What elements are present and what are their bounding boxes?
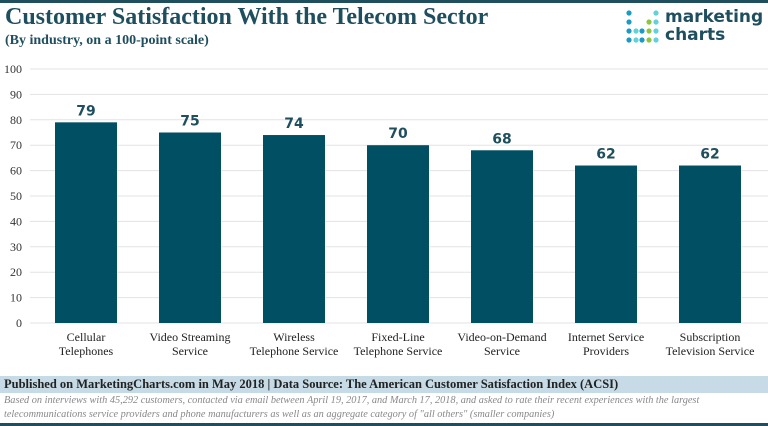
x-tick-label: Wireless xyxy=(273,330,315,344)
data-label: 74 xyxy=(284,116,304,132)
bar-chart: 010203040506070809010079CellularTelephon… xyxy=(4,62,768,358)
data-label: 62 xyxy=(596,147,615,163)
x-tick-label: Fixed-Line xyxy=(371,330,424,344)
data-label: 75 xyxy=(180,114,199,130)
y-tick-label: 70 xyxy=(10,138,22,152)
bar xyxy=(471,150,533,323)
x-tick-label: Video Streaming xyxy=(150,330,231,344)
bar xyxy=(575,165,637,323)
x-tick-label: Service xyxy=(484,344,520,358)
x-tick-label: Cellular xyxy=(67,330,106,344)
x-tick-label: Video-on-Demand xyxy=(457,330,546,344)
logo-text-2: charts xyxy=(665,25,726,45)
data-label: 68 xyxy=(492,131,511,147)
x-tick-label: Providers xyxy=(583,344,629,358)
y-tick-label: 40 xyxy=(10,214,22,228)
y-tick-label: 20 xyxy=(10,265,22,279)
chart-subtitle: (By industry, on a 100-point scale) xyxy=(5,33,209,48)
x-tick-label: Service xyxy=(172,344,208,358)
y-tick-label: 50 xyxy=(10,189,22,203)
methodology-note: Based on interviews with 45,292 customer… xyxy=(4,395,700,420)
bottom-bar xyxy=(0,423,768,426)
y-tick-label: 100 xyxy=(4,62,22,76)
bar xyxy=(159,132,221,323)
data-label: 79 xyxy=(76,103,95,119)
bar xyxy=(367,145,429,323)
bar xyxy=(263,135,325,323)
published-source: Published on MarketingCharts.com in May … xyxy=(0,376,768,393)
x-tick-label: Telephone Service xyxy=(354,344,443,358)
y-tick-label: 30 xyxy=(10,240,22,254)
y-tick-label: 90 xyxy=(10,87,22,101)
y-tick-label: 60 xyxy=(10,164,22,178)
x-tick-label: Television Service xyxy=(666,344,755,358)
bar xyxy=(679,165,741,323)
marketingcharts-logo: marketing charts xyxy=(625,8,765,48)
x-tick-label: Telephone Service xyxy=(250,344,339,358)
x-tick-label: Subscription xyxy=(680,330,741,344)
y-tick-label: 80 xyxy=(10,113,22,127)
chart-title: Customer Satisfaction With the Telecom S… xyxy=(5,4,489,30)
data-label: 70 xyxy=(388,126,408,142)
top-bar xyxy=(0,0,768,3)
logo-dots-icon xyxy=(626,10,659,43)
y-tick-label: 0 xyxy=(16,316,22,330)
y-tick-label: 10 xyxy=(10,291,22,305)
x-tick-label: Internet Service xyxy=(568,330,644,344)
x-tick-label: Telephones xyxy=(59,344,114,358)
logo-text-1: marketing xyxy=(665,7,764,27)
data-label: 62 xyxy=(700,147,719,163)
bar xyxy=(55,122,117,323)
